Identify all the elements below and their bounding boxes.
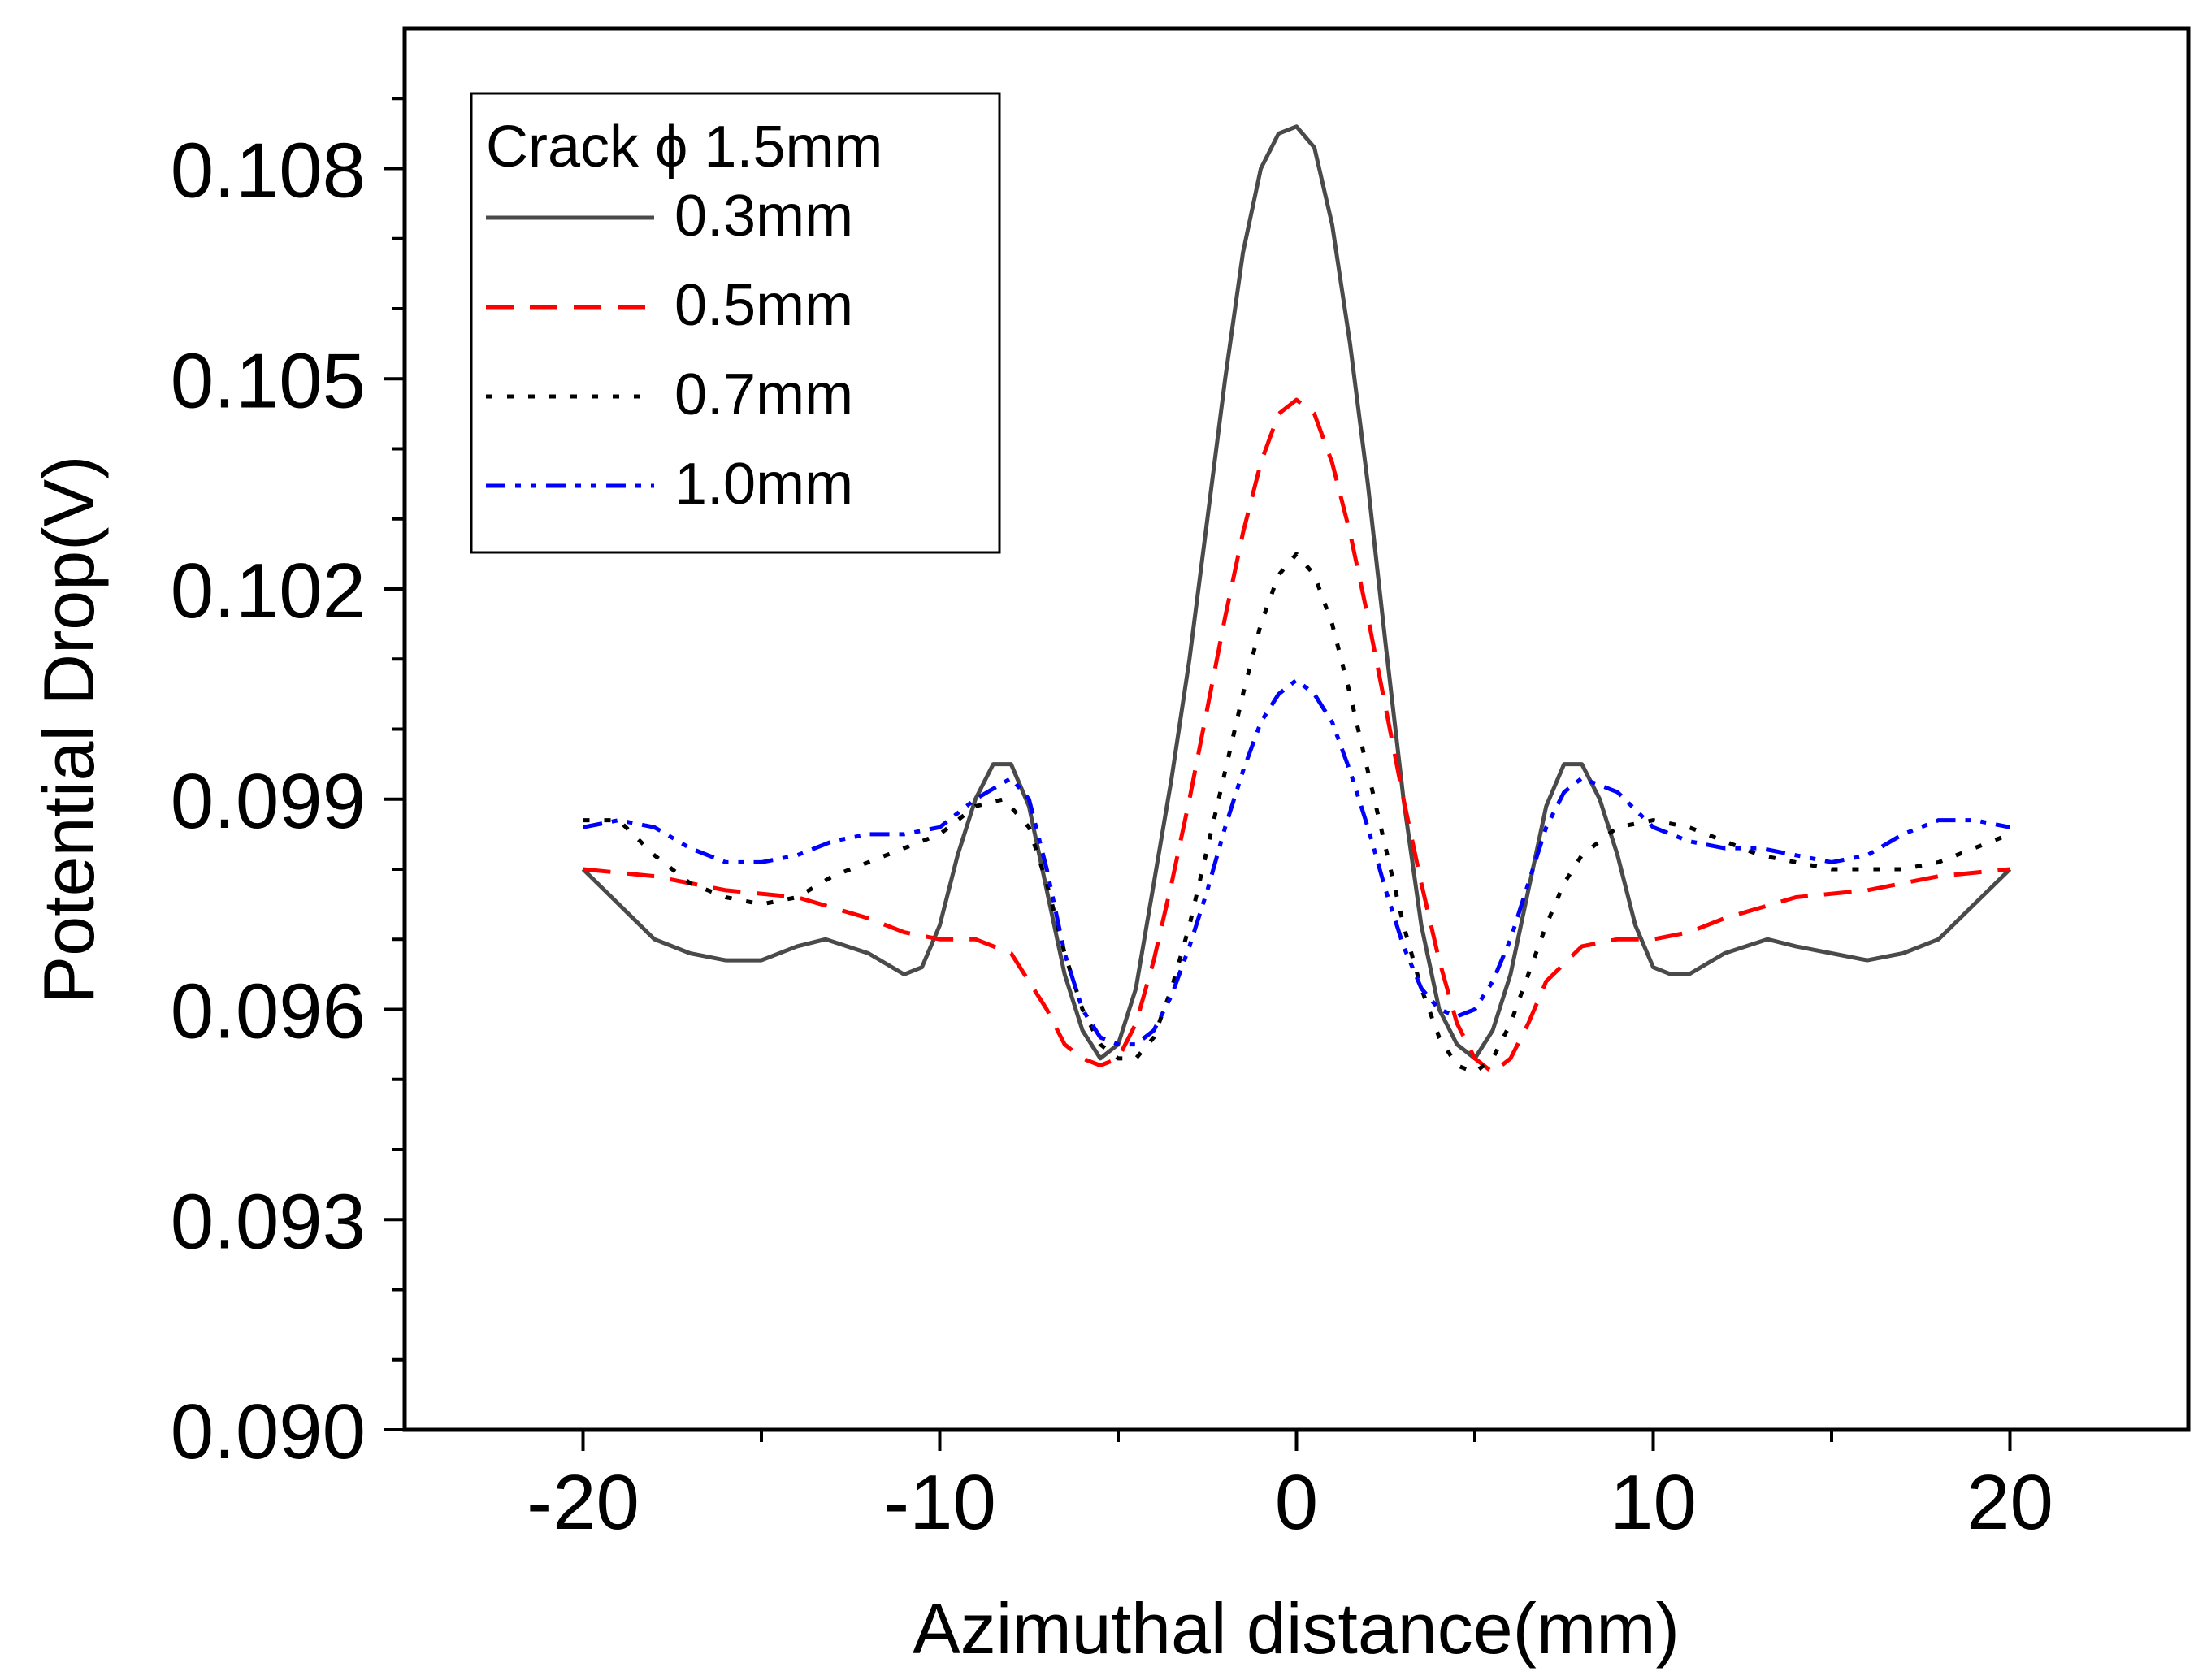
y-axis-title: Potential Drop(V) [28,456,109,1004]
legend: Crack ϕ 1.5mm 0.3mm 0.5mm 0.7mm 1.0mm [470,92,1001,554]
y-tick-label: 0.105 [171,337,366,424]
plot-frame [402,26,2191,1432]
y-tick-label: 0.108 [171,128,366,214]
x-tick-label: -20 [527,1459,640,1546]
legend-label: 1.0mm [674,452,853,517]
legend-label: 0.5mm [674,273,853,338]
y-tick-label: 0.093 [171,1178,366,1265]
x-tick-label: 20 [1966,1459,2053,1546]
y-tick-label: 0.102 [171,548,366,634]
legend-label: 0.7mm [674,362,853,427]
legend-box [470,92,1001,554]
legend-items: 0.3mm 0.5mm 0.7mm 1.0mm [486,184,853,517]
series-lines [581,124,2012,1075]
series-line-0-5mm [583,397,2010,1075]
x-axis-title: Azimuthal distance(mm) [913,1588,1680,1669]
x-tick-label: 10 [1610,1459,1697,1546]
x-tick-label: -10 [883,1459,996,1546]
x-tick-label: 0 [1275,1459,1318,1546]
series-line-1-0mm [583,678,2010,1047]
y-tick-label: 0.090 [171,1388,366,1475]
legend-label: 0.3mm [674,184,853,249]
y-tick-label: 0.096 [171,968,366,1055]
legend-title: Crack ϕ 1.5mm [486,115,882,180]
y-tick-label: 0.099 [171,758,366,845]
series-line-0-7mm [583,552,2011,1075]
series-line-0-3mm [581,124,2012,1061]
tick-labels: -20 -10 0 10 20 0.090 0.093 0.096 0.099 0.102 0.10… [171,128,2053,1547]
